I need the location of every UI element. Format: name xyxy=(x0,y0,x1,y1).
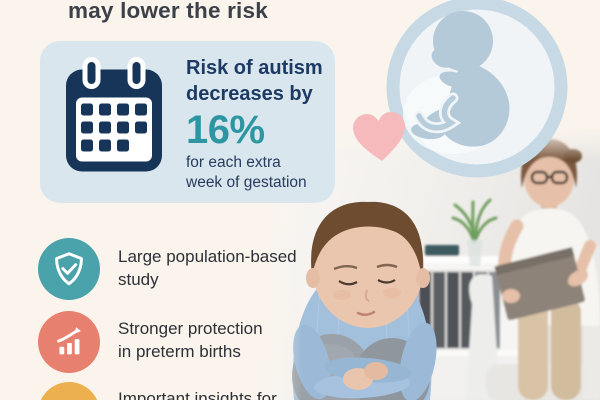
therapist-leg xyxy=(551,298,581,400)
boy-nose xyxy=(364,289,370,302)
bullet-line1: Large population-based xyxy=(118,247,297,266)
boy-mouth xyxy=(356,310,376,316)
clipboard xyxy=(494,247,585,321)
lightbulb-icon xyxy=(38,382,100,400)
therapist-leg xyxy=(518,298,548,400)
boy-face xyxy=(312,204,424,328)
bullet-population-study: Large population-based study xyxy=(38,238,297,300)
boy-eyes-closed xyxy=(338,279,396,286)
boy-hand xyxy=(364,362,388,380)
plant xyxy=(451,198,498,266)
shelf-box xyxy=(425,245,459,256)
bullet-preterm-protection: Stronger protection in preterm births xyxy=(38,311,263,373)
umbilical-cord xyxy=(416,95,457,131)
fetus-in-womb-icon xyxy=(386,0,568,178)
bullet-line2: in preterm births xyxy=(118,341,241,361)
glasses xyxy=(530,170,569,185)
card-subtitle-line2: week of gestation xyxy=(186,173,307,191)
calendar-icon xyxy=(66,57,162,172)
boy-brows xyxy=(333,263,398,271)
boy-ear xyxy=(306,268,320,288)
stat-card: Risk of autism decreases by 16% for each… xyxy=(40,41,335,203)
headline: may lower the risk xyxy=(68,0,268,23)
boy-ear xyxy=(416,268,430,288)
stat-value: 16% xyxy=(186,108,265,152)
bullet-important-insights: Important insights for xyxy=(38,382,277,400)
bullet-text: Important insights for xyxy=(118,382,277,400)
chart-up-icon xyxy=(38,311,100,373)
card-subtitle-line1: for each extra xyxy=(186,154,281,171)
vase xyxy=(467,240,483,266)
card-title-line1: Risk of autism xyxy=(186,57,323,79)
bullet-text: Stronger protection in preterm births xyxy=(118,311,263,363)
boy-hair xyxy=(311,201,423,278)
bullet-line1: Stronger protection xyxy=(118,319,263,338)
boy xyxy=(292,201,437,400)
card-subtitle: for each extra week of gestation xyxy=(186,153,336,192)
bullet-line2: study xyxy=(118,269,159,289)
therapy-room-photo xyxy=(260,128,600,400)
shield-check-icon xyxy=(38,238,100,300)
card-title-line2: decreases by xyxy=(186,83,313,105)
heart-icon xyxy=(353,112,405,161)
bullet-text: Large population-based study xyxy=(118,238,297,291)
card-title: Risk of autism decreases by xyxy=(186,55,336,107)
bullet-line1: Important insights for xyxy=(118,389,277,400)
